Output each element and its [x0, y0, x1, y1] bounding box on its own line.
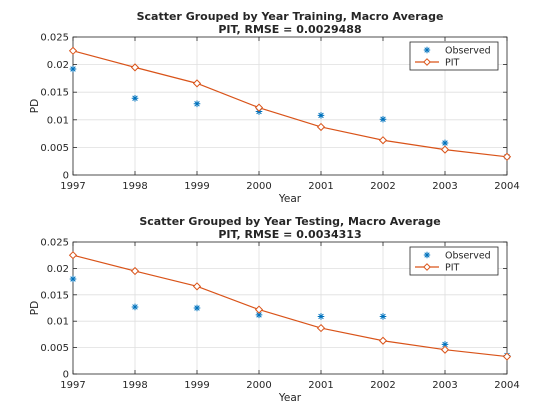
- x-tick-label: 2002: [370, 380, 395, 391]
- x-tick-label: 2003: [432, 380, 457, 391]
- y-tick-label: 0: [63, 171, 69, 182]
- axes-box: [72, 241, 508, 375]
- legend-label: Observed: [445, 251, 491, 262]
- observed-point: [193, 100, 201, 108]
- y-tick-label: 0.005: [40, 143, 69, 154]
- pit-point: [130, 63, 140, 72]
- pit-point: [192, 79, 202, 88]
- legend-marker-pit: [423, 263, 431, 271]
- legend-box: [409, 246, 499, 276]
- x-tick-label: 1998: [122, 380, 147, 391]
- pit-point: [378, 336, 388, 345]
- x-tick-label: 2003: [432, 181, 457, 192]
- pit-point: [440, 345, 450, 354]
- x-tick-label: 1997: [60, 181, 85, 192]
- observed-point: [69, 65, 77, 73]
- legend-label: PIT: [445, 58, 460, 69]
- chart-subtitle: PIT, RMSE = 0.0029488: [218, 23, 361, 36]
- y-tick-label: 0.015: [40, 88, 69, 99]
- pit-point: [68, 46, 78, 55]
- x-tick-label: 1999: [184, 181, 209, 192]
- observed-point: [441, 139, 449, 147]
- legend-marker-observed: [423, 251, 431, 259]
- pit-point: [130, 266, 140, 276]
- legend-box: [409, 41, 499, 71]
- y-tick-label: 0.015: [40, 290, 69, 301]
- series-line-pit: [72, 50, 508, 158]
- series-line-pit: [72, 254, 508, 358]
- y-axis-label: PD: [29, 99, 41, 113]
- legend-label: PIT: [445, 263, 460, 274]
- pit-point: [502, 152, 512, 161]
- pit-point: [440, 145, 450, 154]
- x-tick-label: 2002: [370, 181, 395, 192]
- y-tick-label: 0.025: [40, 33, 69, 44]
- observed-point: [193, 304, 201, 312]
- x-tick-label: 2000: [246, 380, 271, 391]
- y-tick-label: 0.02: [47, 60, 69, 71]
- pit-point: [192, 282, 202, 291]
- pit-point: [502, 352, 512, 361]
- pit-point: [254, 305, 264, 314]
- legend-label: Observed: [445, 46, 491, 57]
- x-tick-label: 1997: [60, 380, 85, 391]
- observed-point: [131, 303, 139, 311]
- y-axis-label: PD: [29, 301, 41, 315]
- observed-point: [379, 115, 387, 123]
- x-tick-label: 2001: [308, 380, 333, 391]
- observed-point: [317, 313, 325, 320]
- chart-title: Scatter Grouped by Year Testing, Macro A…: [139, 215, 440, 228]
- x-tick-label: 1998: [122, 181, 147, 192]
- pit-point: [316, 122, 326, 132]
- x-tick-label: 2004: [494, 181, 519, 192]
- observed-point: [69, 275, 77, 283]
- chart-subtitle: PIT, RMSE = 0.0034313: [218, 228, 361, 241]
- y-tick-label: 0.01: [47, 115, 69, 126]
- x-tick-label: 2000: [246, 181, 271, 192]
- pit-point: [316, 323, 326, 333]
- chart-title: Scatter Grouped by Year Training, Macro …: [137, 10, 444, 23]
- chart-panel-1: 1997 1998 1999 2000 2001 2002 2003 2004 0 0.005 0.…: [29, 10, 520, 205]
- y-tick-label: 0.01: [47, 317, 69, 328]
- y-tick-label: 0.005: [40, 343, 69, 354]
- observed-point: [379, 313, 387, 320]
- x-tick-label: 1999: [184, 380, 209, 391]
- legend-marker-pit: [423, 58, 431, 66]
- pit-point: [254, 103, 264, 112]
- chart-panel-2: 1997 1998 1999 2000 2001 2002 2003 2004 0 0.005 0.…: [29, 215, 520, 404]
- pit-point: [378, 136, 388, 145]
- x-axis-label: Year: [278, 392, 302, 404]
- observed-point: [441, 341, 449, 348]
- legend-marker-observed: [423, 46, 431, 54]
- observed-point: [317, 112, 325, 119]
- x-axis-label: Year: [278, 193, 302, 205]
- pit-point: [68, 251, 78, 260]
- y-tick-label: 0: [63, 370, 69, 381]
- observed-point: [255, 311, 263, 319]
- x-tick-label: 2001: [308, 181, 333, 192]
- x-tick-label: 2004: [494, 380, 519, 391]
- y-tick-label: 0.025: [40, 238, 69, 249]
- axes-box: [72, 36, 508, 176]
- observed-point: [131, 94, 139, 102]
- y-tick-label: 0.02: [47, 264, 69, 275]
